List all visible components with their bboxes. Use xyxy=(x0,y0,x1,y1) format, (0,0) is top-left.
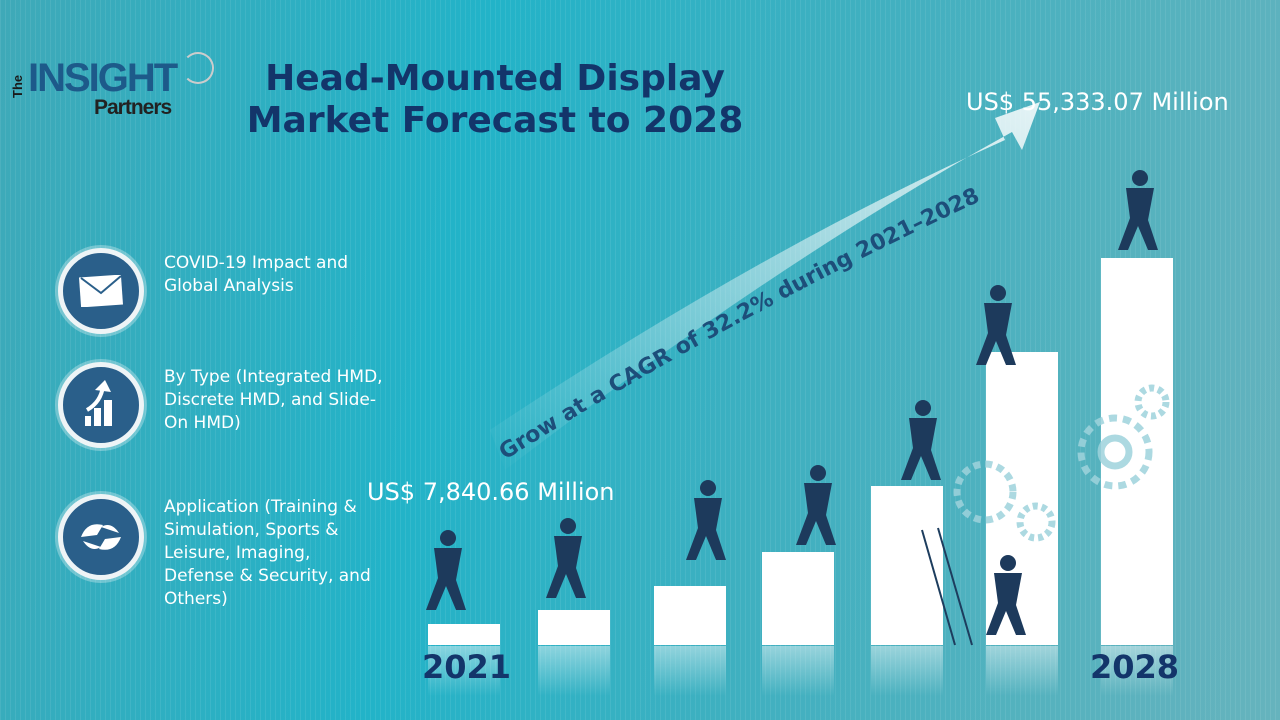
person-head xyxy=(1000,555,1016,571)
person-body xyxy=(901,418,941,480)
person-body xyxy=(796,483,836,545)
start-year-label: 2021 xyxy=(422,648,512,686)
person-head xyxy=(560,518,576,534)
step-bar xyxy=(654,586,726,645)
step-bar xyxy=(762,552,834,645)
bar-reflection xyxy=(654,646,726,696)
bar-reflection xyxy=(986,646,1058,696)
handshake-icon xyxy=(58,494,144,580)
segment-application: Application (Training & Simulation, Spor… xyxy=(58,494,384,611)
person-body xyxy=(1118,188,1158,250)
person-body xyxy=(686,498,726,560)
step-bar xyxy=(538,610,610,645)
person-head xyxy=(440,530,456,546)
person-head xyxy=(990,285,1006,301)
businessman-figures xyxy=(426,170,1158,635)
envelope-icon xyxy=(58,248,144,334)
bar-reflection xyxy=(871,646,943,696)
end-value-label: US$ 55,333.07 Million xyxy=(966,88,1229,116)
logo: The INSIGHT Partners xyxy=(6,52,216,122)
title-line-2: Market Forecast to 2028 xyxy=(246,100,744,141)
person-body xyxy=(546,536,586,598)
person-head xyxy=(915,400,931,416)
bar-reflection xyxy=(762,646,834,696)
growth-chart-icon xyxy=(58,362,144,448)
segment-type: By Type (Integrated HMD, Discrete HMD, a… xyxy=(58,362,384,448)
step-bar xyxy=(871,486,943,645)
person-head xyxy=(700,480,716,496)
growth-arrow xyxy=(490,102,1040,470)
bar-reflection xyxy=(428,646,500,696)
person-body xyxy=(426,548,466,610)
step-bar xyxy=(428,624,500,645)
logo-insight: INSIGHT xyxy=(28,56,178,100)
segment-text: COVID-19 Impact and Global Analysis xyxy=(164,253,349,296)
step-bar xyxy=(986,352,1058,645)
segment-text: By Type (Integrated HMD, Discrete HMD, a… xyxy=(164,367,383,433)
person-body xyxy=(986,573,1026,635)
bar-reflection xyxy=(1101,646,1173,696)
page-title: Head-Mounted Display Market Forecast to … xyxy=(220,58,770,142)
end-year-label: 2028 xyxy=(1090,648,1180,686)
title-line-1: Head-Mounted Display xyxy=(265,58,725,99)
logo-partners: Partners xyxy=(94,96,172,119)
person-head xyxy=(810,465,826,481)
gear-icon xyxy=(953,384,1170,542)
segment-text: Application (Training & Simulation, Spor… xyxy=(164,497,371,609)
segment-covid: COVID-19 Impact and Global Analysis xyxy=(58,248,384,334)
ladder-icon xyxy=(921,527,973,646)
person-body xyxy=(976,303,1016,365)
step-bar xyxy=(1101,258,1173,645)
start-value-label: US$ 7,840.66 Million xyxy=(367,478,615,506)
logo-ring-icon xyxy=(182,52,214,84)
person-head xyxy=(1132,170,1148,186)
bar-reflection xyxy=(538,646,610,696)
